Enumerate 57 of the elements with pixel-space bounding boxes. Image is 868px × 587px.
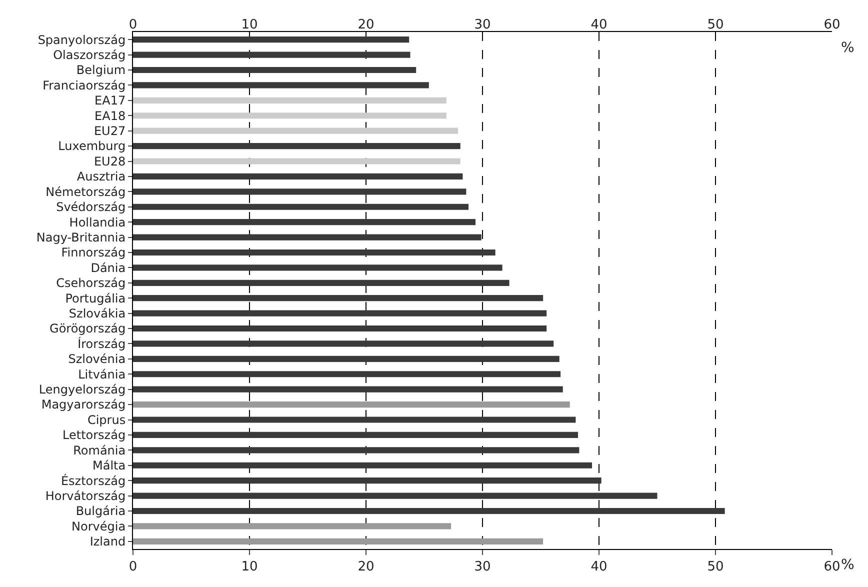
y-tick-label: Franciaország xyxy=(42,78,126,92)
y-tick-label: Belgium xyxy=(76,63,126,78)
y-tick-label: EU28 xyxy=(94,154,126,168)
bar xyxy=(133,402,570,408)
x-tick-label: 40 xyxy=(590,17,608,32)
y-tick-label: Szlovénia xyxy=(68,352,126,366)
y-tick-label: Németország xyxy=(46,184,126,199)
y-tick-label: Portugália xyxy=(65,291,126,306)
x2-tick-label: 20 xyxy=(358,560,374,575)
y-tick-label: Finnország xyxy=(61,246,126,260)
y-tick-label: Norvégia xyxy=(72,519,126,534)
y-tick-label: Litvánia xyxy=(78,367,126,382)
y-tick-label: EA18 xyxy=(94,108,126,123)
x-tick-label: 50 xyxy=(707,17,724,32)
text: % xyxy=(841,557,854,573)
bar xyxy=(133,158,460,164)
y-tick-label: Svédország xyxy=(56,200,126,214)
x2-tick-label: 60 xyxy=(824,560,840,575)
x-tick-label: 60 xyxy=(824,17,840,32)
y-tick-label: Ausztria xyxy=(76,170,126,184)
y-tick-label: Magyarország xyxy=(41,398,126,412)
y-tick-label: Görögország xyxy=(50,322,126,336)
y-tick-label: EA17 xyxy=(94,94,126,108)
y-tick-label: Észtország xyxy=(60,472,126,488)
y-tick-label: Luxemburg xyxy=(58,139,126,154)
text: % xyxy=(841,40,854,56)
bar xyxy=(133,97,446,104)
bar xyxy=(133,128,458,134)
y-tick-label: Málta xyxy=(92,458,126,473)
y-tick-label: Szlovákia xyxy=(68,306,126,321)
x2-tick-label: 10 xyxy=(241,560,258,575)
y-tick-label: Bulgária xyxy=(76,504,126,518)
bar xyxy=(133,112,446,119)
y-tick-label: Nagy-Britannia xyxy=(36,230,126,244)
x2-tick-label: 30 xyxy=(474,560,491,575)
x-tick-label: 20 xyxy=(358,17,374,32)
x-tick-label: 30 xyxy=(474,17,491,32)
y-tick-label: Csehország xyxy=(56,276,126,290)
y-tick-label: Románia xyxy=(73,443,126,458)
x2-tick-label: 0 xyxy=(128,560,138,575)
y-tick-label: Dánia xyxy=(90,260,126,275)
y-tick-label: EU27 xyxy=(94,124,126,138)
bar xyxy=(133,523,452,530)
y-tick-label: Ciprus xyxy=(87,412,126,427)
x-tick-label: 0 xyxy=(128,17,138,32)
y-tick-label: Olaszország xyxy=(53,48,126,62)
y-tick-label: Írország xyxy=(78,336,126,351)
y-tick-label: Lengyelország xyxy=(38,382,126,397)
y-tick-label: Hollandia xyxy=(69,215,126,230)
y-tick-label: Horvátország xyxy=(45,488,126,503)
x-tick-label: 10 xyxy=(241,17,258,32)
y-tick-label: Lettország xyxy=(62,428,126,442)
x2-tick-label: 40 xyxy=(590,560,608,575)
bar xyxy=(133,538,544,544)
y-tick-label: Izland xyxy=(90,534,126,549)
y-tick-label: Spanyolország xyxy=(38,32,126,47)
x2-tick-label: 50 xyxy=(707,560,724,575)
